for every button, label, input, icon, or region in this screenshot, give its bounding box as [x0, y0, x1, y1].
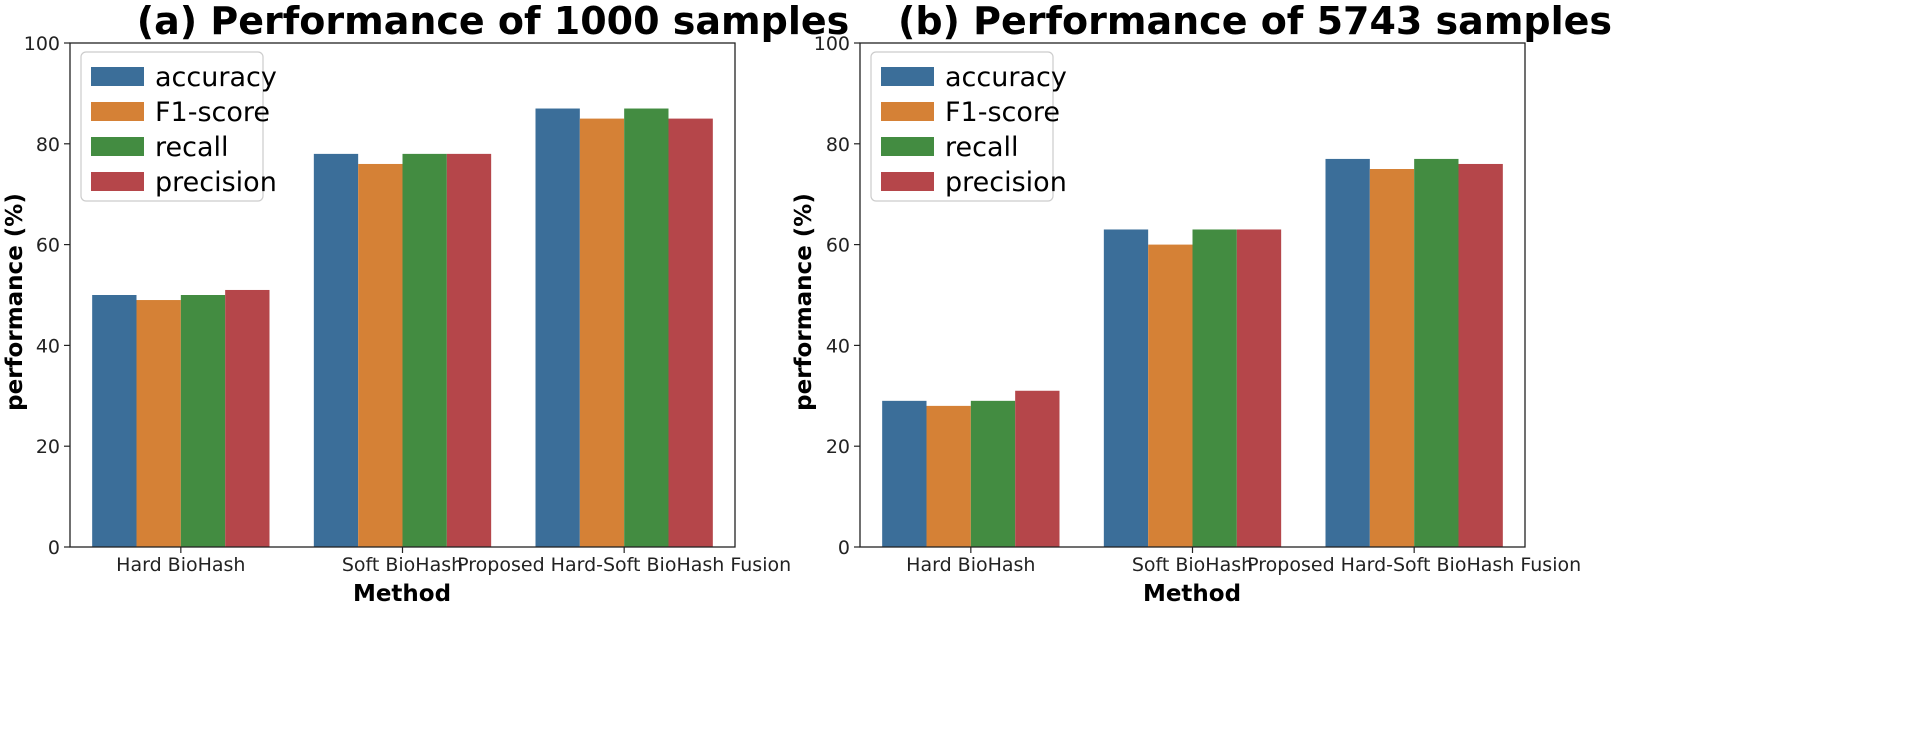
- bar-f1-score-hard-biohash: [136, 300, 181, 547]
- legend: accuracy F1-score recall precision: [870, 51, 1067, 202]
- legend-label-precision: precision: [945, 167, 1067, 198]
- chart-title: (b) Performance of 5743 samples: [898, 0, 1612, 43]
- x-tick-label: Hard BioHash: [116, 554, 245, 576]
- y-tick-label: 40: [826, 335, 850, 357]
- legend-swatch-accuracy: [91, 67, 144, 86]
- legend-label-f1-score: F1-score: [945, 97, 1060, 128]
- y-axis-label: performance (%): [2, 193, 28, 411]
- legend-swatch-f1-score: [881, 102, 934, 121]
- y-ticks: 0 20 40 60 80 100: [24, 33, 70, 559]
- y-tick-label: 0: [838, 537, 850, 559]
- legend: accuracy F1-score recall precision: [80, 51, 277, 202]
- x-tick-label: Hard BioHash: [906, 554, 1035, 576]
- bar-accuracy-soft-biohash: [313, 153, 359, 547]
- x-axis-label: Method: [353, 581, 451, 607]
- y-tick-label: 100: [24, 33, 60, 55]
- bar-accuracy-soft-biohash: [1103, 229, 1149, 548]
- bar-precision-hard-biohash: [1015, 390, 1060, 547]
- legend-label-recall: recall: [945, 132, 1019, 163]
- bar-group: [882, 158, 1503, 548]
- bar-recall-soft-biohash: [402, 153, 447, 547]
- bar-f1-score-hard-biohash: [926, 405, 971, 547]
- y-tick-label: 80: [36, 134, 60, 156]
- legend-swatch-precision: [881, 172, 934, 191]
- legend-swatch-f1-score: [91, 102, 144, 121]
- y-tick-label: 20: [36, 436, 60, 458]
- bar-f1-score-soft-biohash: [358, 163, 403, 547]
- legend-label-accuracy: accuracy: [945, 62, 1067, 93]
- x-axis-label: Method: [1143, 581, 1241, 607]
- y-tick-label: 100: [814, 33, 850, 55]
- y-tick-label: 60: [826, 235, 850, 257]
- bar-precision-soft-biohash: [446, 153, 492, 547]
- y-tick-label: 80: [826, 134, 850, 156]
- legend-swatch-recall: [881, 137, 934, 156]
- y-tick-label: 0: [48, 537, 60, 559]
- y-tick-label: 60: [36, 235, 60, 257]
- bar-recall-soft-biohash: [1192, 229, 1237, 548]
- bar-recall-hard-biohash: [970, 400, 1016, 547]
- bar-accuracy-hard-biohash: [92, 295, 137, 547]
- x-tick-label: Soft BioHash: [342, 554, 463, 576]
- bar-group: [92, 108, 713, 548]
- legend-swatch-precision: [91, 172, 144, 191]
- legend-label-accuracy: accuracy: [155, 62, 277, 93]
- bar-f1-score-proposed-hard-soft-biohash-fusion: [1369, 169, 1415, 547]
- y-axis-label: performance (%): [791, 193, 817, 411]
- x-tick-label: Soft BioHash: [1132, 554, 1253, 576]
- chart-panel-b: (b) Performance of 5743 samples performa…: [791, 0, 1612, 607]
- bar-precision-proposed-hard-soft-biohash-fusion: [668, 118, 713, 547]
- x-tick-label: Proposed Hard-Soft BioHash Fusion: [457, 554, 791, 576]
- bar-accuracy-proposed-hard-soft-biohash-fusion: [535, 108, 580, 548]
- bar-precision-hard-biohash: [225, 289, 270, 547]
- bar-precision-proposed-hard-soft-biohash-fusion: [1458, 163, 1503, 547]
- legend-box: [870, 51, 1054, 202]
- legend-swatch-accuracy: [881, 67, 934, 86]
- bar-precision-soft-biohash: [1236, 229, 1282, 548]
- legend-label-f1-score: F1-score: [155, 97, 270, 128]
- y-tick-label: 40: [36, 335, 60, 357]
- bar-f1-score-proposed-hard-soft-biohash-fusion: [579, 118, 625, 547]
- legend-box: [80, 51, 264, 202]
- bar-f1-score-soft-biohash: [1148, 244, 1193, 547]
- bar-accuracy-proposed-hard-soft-biohash-fusion: [1325, 158, 1370, 548]
- chart-title: (a) Performance of 1000 samples: [137, 0, 850, 43]
- y-tick-label: 20: [826, 436, 850, 458]
- bar-accuracy-hard-biohash: [882, 400, 927, 547]
- x-tick-label: Proposed Hard-Soft BioHash Fusion: [1247, 554, 1581, 576]
- y-ticks: 0 20 40 60 80 100: [814, 33, 860, 559]
- bar-recall-proposed-hard-soft-biohash-fusion: [624, 108, 669, 548]
- legend-swatch-recall: [91, 137, 144, 156]
- chart-panel-a: (a) Performance of 1000 samples performa…: [2, 0, 849, 607]
- bar-recall-hard-biohash: [180, 295, 226, 547]
- bar-recall-proposed-hard-soft-biohash-fusion: [1414, 158, 1459, 548]
- legend-label-precision: precision: [155, 167, 277, 198]
- legend-label-recall: recall: [155, 132, 229, 163]
